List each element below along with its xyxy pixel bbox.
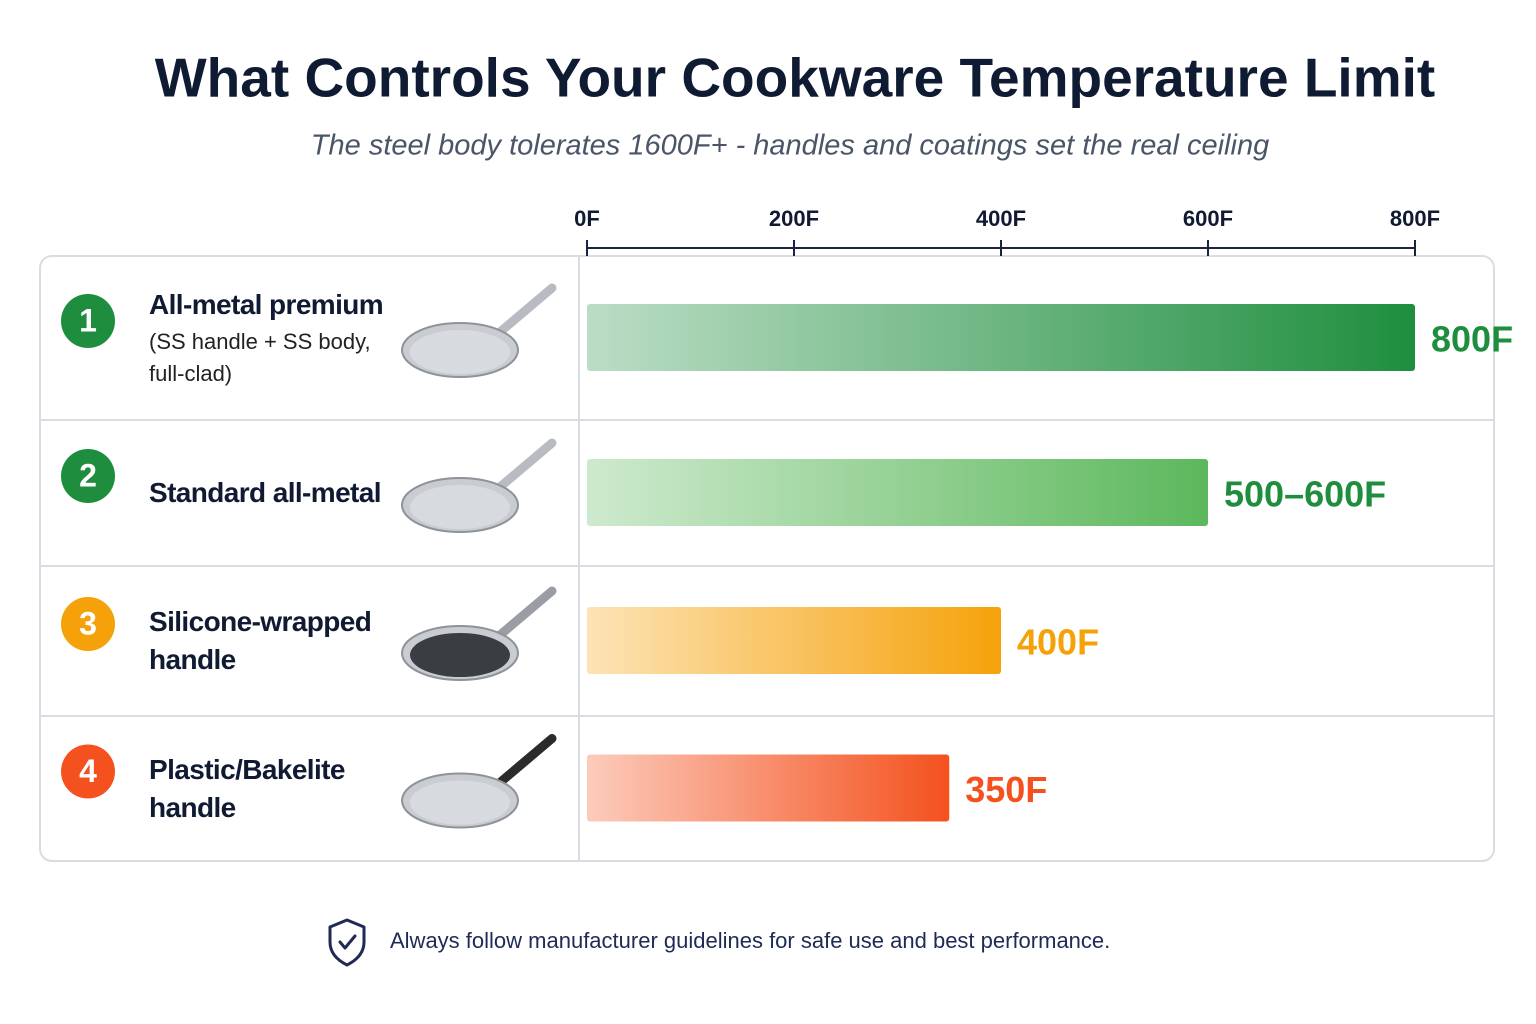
pan-icon (401, 283, 557, 378)
rank-number: 2 (79, 457, 97, 493)
row-label: All-metal premium (SS handle + SS body, f… (149, 256, 389, 420)
rank-number: 4 (79, 753, 97, 789)
row-label: Plastic/Bakelite handle (149, 716, 384, 861)
pan-handle (495, 438, 557, 492)
pan-inside (410, 330, 510, 374)
pan-icon (401, 734, 557, 829)
shield-icon (328, 918, 366, 967)
bar (587, 304, 1415, 371)
category-name: Plastic/Bakelite handle (149, 753, 345, 823)
pan-inside (410, 485, 510, 529)
row-label: Standard all-metal (149, 420, 384, 566)
card (39, 255, 1495, 862)
bar (587, 459, 1208, 526)
chart-subtitle: The steel body tolerates 1600F+ - handle… (311, 130, 1269, 162)
pan-handle (495, 283, 557, 337)
footnote: Always follow manufacturer guidelines fo… (390, 928, 1110, 953)
category-name: Silicone-wrapped handle (149, 606, 372, 675)
bar (587, 607, 1001, 674)
chart-title: What Controls Your Cookware Temperature … (155, 47, 1435, 109)
pan-handle (495, 586, 557, 640)
rank-badge (61, 597, 115, 651)
x-tick-label: 400F (976, 206, 1026, 231)
rank-badge (61, 744, 115, 799)
x-tick-label: 600F (1183, 206, 1233, 231)
category-detail: (SS handle + SS body, full-clad) (149, 329, 371, 386)
rank-badge (61, 294, 115, 348)
value-label: 800F (1431, 319, 1513, 360)
category-name: All-metal premium (149, 289, 384, 320)
value-label: 400F (1017, 622, 1099, 663)
rank-number: 3 (79, 605, 97, 641)
pan-icon (401, 438, 557, 533)
pan-inside (410, 780, 510, 825)
bar (587, 754, 950, 822)
x-tick-label: 0F (574, 206, 600, 231)
value-label: 350F (965, 769, 1047, 810)
pan-handle (495, 734, 557, 787)
rank-badge (61, 449, 115, 503)
row-label: Silicone-wrapped handle (149, 566, 384, 716)
x-tick-label: 200F (769, 206, 819, 231)
x-tick-label: 800F (1390, 206, 1440, 231)
rank-number: 1 (79, 302, 97, 338)
category-name: Standard all-metal (149, 477, 382, 508)
pan-inside (410, 633, 510, 677)
pan-icon (401, 586, 557, 681)
value-label: 500–600F (1224, 474, 1386, 515)
